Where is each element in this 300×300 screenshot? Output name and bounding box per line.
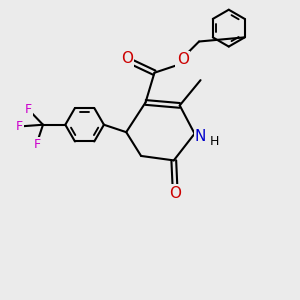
- Text: N: N: [195, 129, 206, 144]
- Text: F: F: [34, 138, 40, 151]
- Text: F: F: [25, 103, 32, 116]
- Text: H: H: [210, 136, 220, 148]
- Text: O: O: [121, 51, 133, 66]
- Text: O: O: [177, 52, 189, 67]
- Text: F: F: [16, 120, 23, 133]
- Text: O: O: [169, 186, 181, 201]
